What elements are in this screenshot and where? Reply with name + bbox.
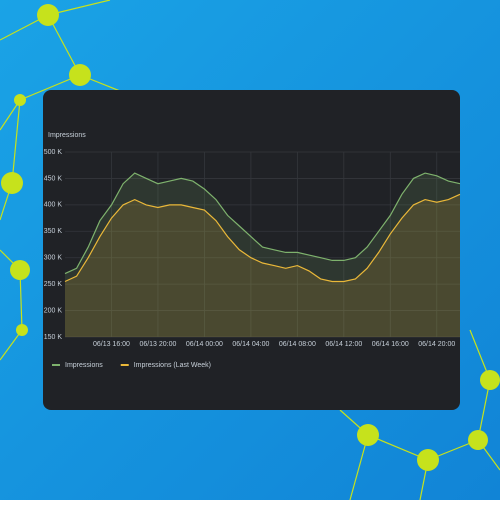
x-tick-label: 06/13 16:00 — [93, 341, 130, 348]
y-tick-label: 250 K — [44, 281, 63, 288]
x-tick-label: 06/14 16:00 — [372, 341, 409, 348]
y-tick-label: 350 K — [44, 228, 63, 235]
y-tick-label: 150 K — [44, 334, 63, 341]
x-tick-label: 06/13 20:00 — [139, 341, 176, 348]
x-tick-label: 06/14 00:00 — [186, 341, 223, 348]
y-tick-label: 450 K — [44, 175, 63, 182]
network-nodes — [1, 4, 500, 471]
legend-label: Impressions (Last Week) — [134, 362, 211, 369]
series-line — [64, 172, 461, 275]
panel-title: Impressions — [48, 132, 86, 139]
y-tick-label: 300 K — [44, 255, 63, 262]
x-tick-label: 06/14 12:00 — [325, 341, 362, 348]
y-tick-label: 400 K — [44, 202, 63, 209]
series-line — [64, 193, 461, 283]
x-tick-label: 06/14 04:00 — [232, 341, 269, 348]
y-tick-label: 500 K — [44, 149, 63, 156]
series-area — [65, 194, 460, 337]
y-tick-label: 200 K — [44, 307, 63, 314]
x-tick-label: 06/14 08:00 — [279, 341, 316, 348]
series-area — [65, 173, 460, 337]
x-tick-label: 06/14 20:00 — [418, 341, 455, 348]
legend-label: Impressions — [65, 362, 103, 369]
panel — [43, 90, 460, 410]
